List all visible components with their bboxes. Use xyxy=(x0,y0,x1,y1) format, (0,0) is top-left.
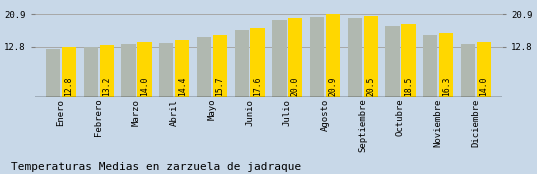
Text: 14.0: 14.0 xyxy=(480,77,488,96)
Text: 15.7: 15.7 xyxy=(215,77,224,96)
Bar xyxy=(159,43,173,97)
Text: 18.5: 18.5 xyxy=(404,77,413,96)
Bar xyxy=(250,27,265,97)
Bar xyxy=(439,33,453,97)
Bar xyxy=(121,44,136,97)
Bar xyxy=(137,42,151,97)
Text: Temperaturas Medias en zarzuela de jadraque: Temperaturas Medias en zarzuela de jadra… xyxy=(11,162,301,172)
Bar xyxy=(326,14,340,97)
Text: 14.0: 14.0 xyxy=(140,77,149,96)
Text: 20.5: 20.5 xyxy=(366,77,375,96)
Bar xyxy=(99,45,114,97)
Bar xyxy=(235,30,249,97)
Text: 20.9: 20.9 xyxy=(329,77,337,96)
Text: 12.8: 12.8 xyxy=(64,77,74,96)
Bar xyxy=(477,42,491,97)
Bar xyxy=(175,40,190,97)
Bar xyxy=(401,24,416,97)
Bar xyxy=(423,35,438,97)
Text: 16.3: 16.3 xyxy=(441,77,451,96)
Bar xyxy=(197,37,211,97)
Text: 14.4: 14.4 xyxy=(178,77,187,96)
Text: 20.0: 20.0 xyxy=(291,77,300,96)
Bar xyxy=(347,18,362,97)
Bar xyxy=(288,18,302,97)
Bar xyxy=(364,16,378,97)
Text: 13.2: 13.2 xyxy=(102,77,111,96)
Bar xyxy=(310,17,324,97)
Bar xyxy=(62,47,76,97)
Text: 17.6: 17.6 xyxy=(253,77,262,96)
Bar xyxy=(213,35,227,97)
Bar xyxy=(46,49,60,97)
Bar xyxy=(272,20,287,97)
Bar xyxy=(386,26,400,97)
Bar xyxy=(461,44,475,97)
Bar xyxy=(84,47,98,97)
